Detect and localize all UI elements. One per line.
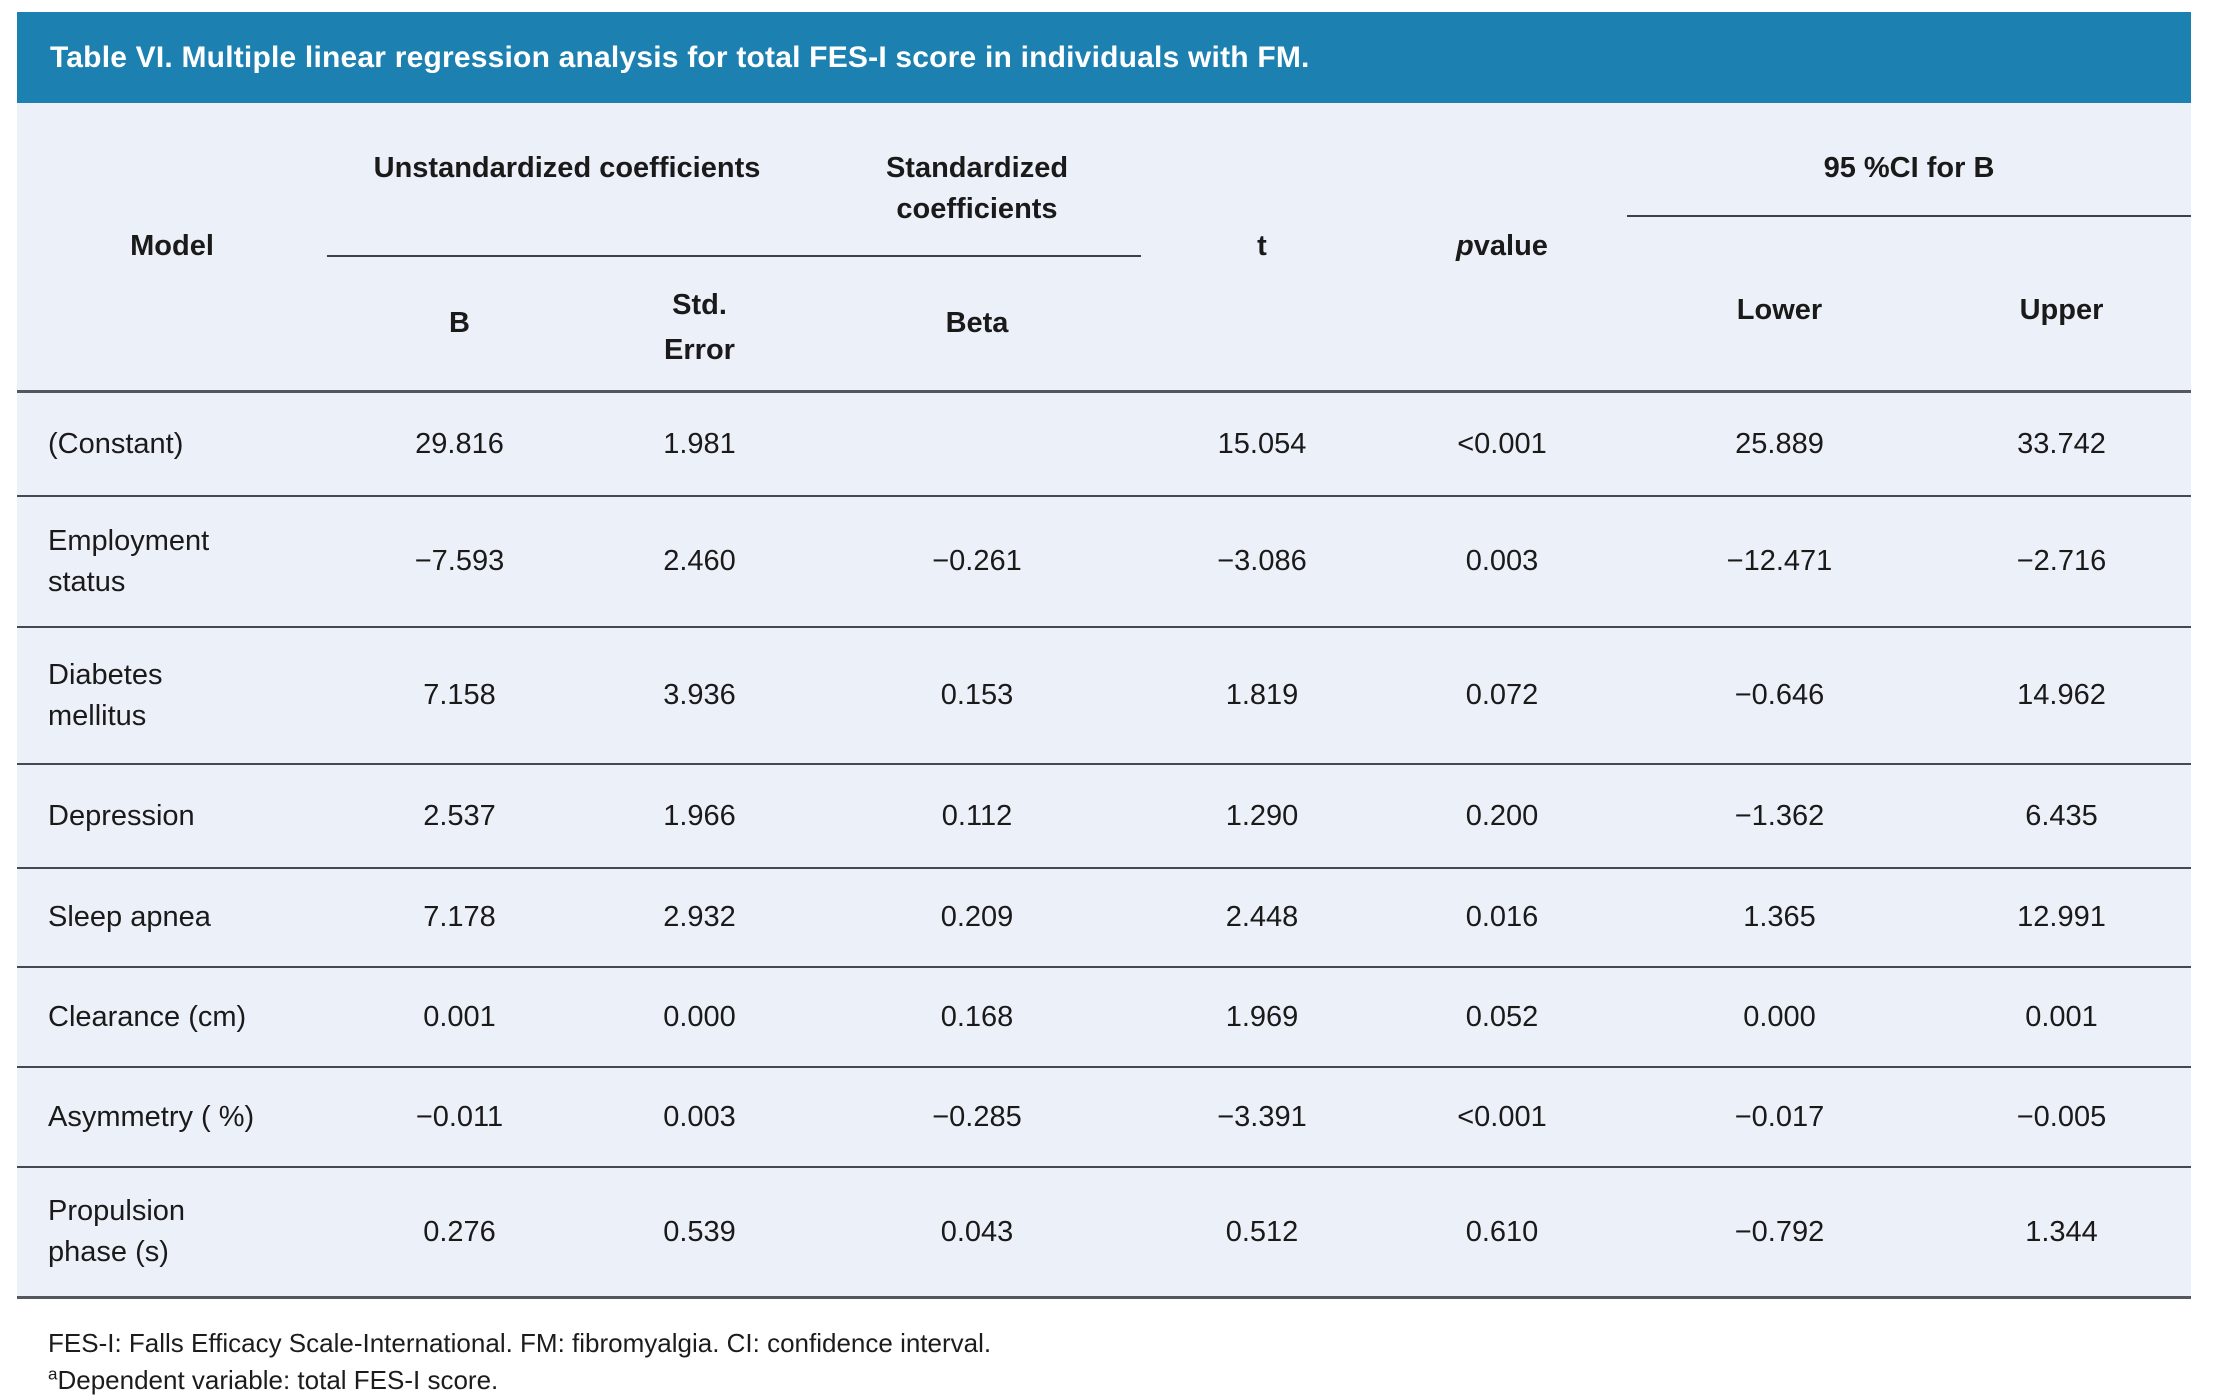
cell-beta: 0.209: [940, 901, 1014, 933]
cell-b: 29.816: [415, 427, 504, 460]
table-body: (Constant) 29.816 1.981 15.054 <0.001 25…: [17, 393, 2191, 1299]
cell-beta: [807, 393, 1147, 495]
cell-model: Propulsion phase (s): [48, 1195, 186, 1268]
cell-lower: −1.362: [1734, 799, 1825, 832]
cell-std-error: 0.539: [663, 1215, 736, 1248]
cell-std-error: 0.000: [663, 1000, 736, 1033]
group-header-standardized-coefficients: Standardized coefficients: [885, 152, 1069, 225]
cell-p: 0.003: [1465, 545, 1539, 577]
table-header: Model Unstandardized coefficients Standa…: [17, 103, 2191, 393]
cell-upper: 12.991: [2017, 901, 2106, 933]
paper-table-figure: Table VI. Multiple linear regression ana…: [17, 12, 2191, 1399]
cell-lower: −0.792: [1734, 1215, 1825, 1248]
cell-lower: −0.017: [1734, 1100, 1825, 1133]
cell-model: Sleep apnea: [48, 901, 211, 933]
cell-upper: 14.962: [2017, 679, 2106, 711]
coefficients-group-underline: [327, 255, 1141, 257]
cell-model: Clearance (cm): [48, 1000, 247, 1033]
column-header-lower: Lower: [1736, 294, 1823, 326]
column-header-b: B: [449, 307, 470, 339]
cell-lower: −12.471: [1726, 545, 1833, 577]
cell-model: Diabetes mellitus: [48, 658, 163, 732]
table-row-clearance: Clearance (cm) 0.001 0.000 0.168 1.969 0…: [17, 968, 2191, 1068]
cell-b: −0.011: [415, 1100, 504, 1133]
regression-table: Model Unstandardized coefficients Standa…: [17, 103, 2191, 1299]
table-title: Table VI. Multiple linear regression ana…: [50, 40, 1310, 74]
cell-b: 7.158: [423, 679, 496, 711]
table-row-employment-status: Employment status −7.593 2.460 −0.261 −3…: [17, 497, 2191, 628]
cell-upper: −2.716: [2016, 545, 2107, 577]
footnote-dependent-text: Dependent variable: total FES-I score.: [57, 1365, 499, 1395]
cell-p: 0.200: [1465, 799, 1539, 832]
cell-p: 0.052: [1465, 1000, 1539, 1033]
table-row-depression: Depression 2.537 1.966 0.112 1.290 0.200…: [17, 765, 2191, 869]
cell-t: 1.290: [1225, 799, 1299, 832]
cell-lower: 0.000: [1743, 1000, 1816, 1033]
group-header-95-ci-for-b: 95 %CI for B: [1823, 152, 1995, 184]
p-value-label: value: [1473, 230, 1548, 262]
table-row-asymmetry: Asymmetry ( %) −0.011 0.003 −0.285 −3.39…: [17, 1068, 2191, 1168]
cell-std-error: 1.966: [663, 799, 736, 832]
table-title-bar: Table VI. Multiple linear regression ana…: [17, 12, 2191, 103]
cell-beta: 0.168: [940, 1000, 1014, 1033]
table-footnotes: FES-I: Falls Efficacy Scale-Internationa…: [17, 1325, 2191, 1399]
cell-beta: −0.261: [932, 545, 1022, 577]
cell-beta: 0.153: [940, 679, 1014, 711]
cell-std-error: 0.003: [663, 1100, 736, 1133]
cell-t: −3.086: [1217, 545, 1307, 577]
cell-b: 2.537: [423, 799, 496, 832]
table-row-diabetes-mellitus: Diabetes mellitus 7.158 3.936 0.153 1.81…: [17, 628, 2191, 765]
cell-upper: 6.435: [2025, 799, 2098, 832]
cell-p: <0.001: [1457, 427, 1547, 460]
cell-t: −3.391: [1217, 1100, 1307, 1133]
cell-p: 0.072: [1465, 679, 1539, 711]
cell-t: 1.819: [1225, 679, 1299, 711]
table-row-sleep-apnea: Sleep apnea 7.178 2.932 0.209 2.448 0.01…: [17, 869, 2191, 968]
cell-t: 1.969: [1225, 1000, 1299, 1033]
cell-t: 15.054: [1217, 427, 1307, 460]
cell-lower: 25.889: [1735, 427, 1824, 460]
cell-b: 0.001: [423, 1000, 496, 1033]
column-header-upper: Upper: [2019, 294, 2104, 326]
cell-beta: 0.112: [941, 799, 1013, 832]
cell-beta: 0.043: [940, 1215, 1014, 1248]
column-header-t: t: [1257, 230, 1267, 262]
cell-p: <0.001: [1457, 1100, 1547, 1133]
cell-model: Depression: [48, 799, 195, 832]
footnote-abbreviations: FES-I: Falls Efficacy Scale-Internationa…: [48, 1328, 992, 1358]
cell-upper: 0.001: [2025, 1000, 2098, 1033]
cell-t: 2.448: [1225, 901, 1299, 933]
cell-model: (Constant): [48, 427, 184, 460]
cell-upper: 1.344: [2025, 1215, 2098, 1248]
column-header-beta: Beta: [945, 307, 1009, 339]
cell-std-error: 2.460: [663, 545, 736, 577]
cell-lower: 1.365: [1743, 901, 1816, 933]
cell-std-error: 1.981: [663, 427, 736, 460]
cell-model: Employment status: [48, 524, 210, 598]
table-row-constant: (Constant) 29.816 1.981 15.054 <0.001 25…: [17, 393, 2191, 497]
group-header-unstandardized-coefficients: Unstandardized coefficients: [373, 152, 761, 184]
ci-group-underline: [1627, 215, 2191, 217]
cell-upper: 33.742: [2017, 427, 2106, 460]
cell-p: 0.016: [1465, 901, 1539, 933]
column-header-p-value: p value: [1377, 103, 1627, 390]
cell-std-error: 2.932: [663, 901, 736, 933]
cell-upper: −0.005: [2016, 1100, 2107, 1133]
footnote-marker: a: [48, 1364, 58, 1384]
cell-t: 0.512: [1225, 1215, 1299, 1248]
cell-model: Asymmetry ( %): [48, 1100, 255, 1133]
footnote-dependent-variable: aDependent variable: total FES-I score.: [48, 1362, 2191, 1399]
cell-lower: −0.646: [1734, 679, 1825, 711]
cell-b: −7.593: [414, 545, 505, 577]
table-row-propulsion-phase: Propulsion phase (s) 0.276 0.539 0.043 0…: [17, 1168, 2191, 1299]
cell-b: 7.178: [423, 901, 496, 933]
column-header-model: Model: [130, 230, 214, 262]
cell-beta: −0.285: [932, 1100, 1022, 1133]
cell-p: 0.610: [1465, 1215, 1539, 1248]
p-symbol: p: [1456, 230, 1474, 262]
column-header-std-error: Std. Error: [664, 289, 735, 366]
cell-b: 0.276: [423, 1215, 496, 1248]
cell-std-error: 3.936: [663, 679, 736, 711]
